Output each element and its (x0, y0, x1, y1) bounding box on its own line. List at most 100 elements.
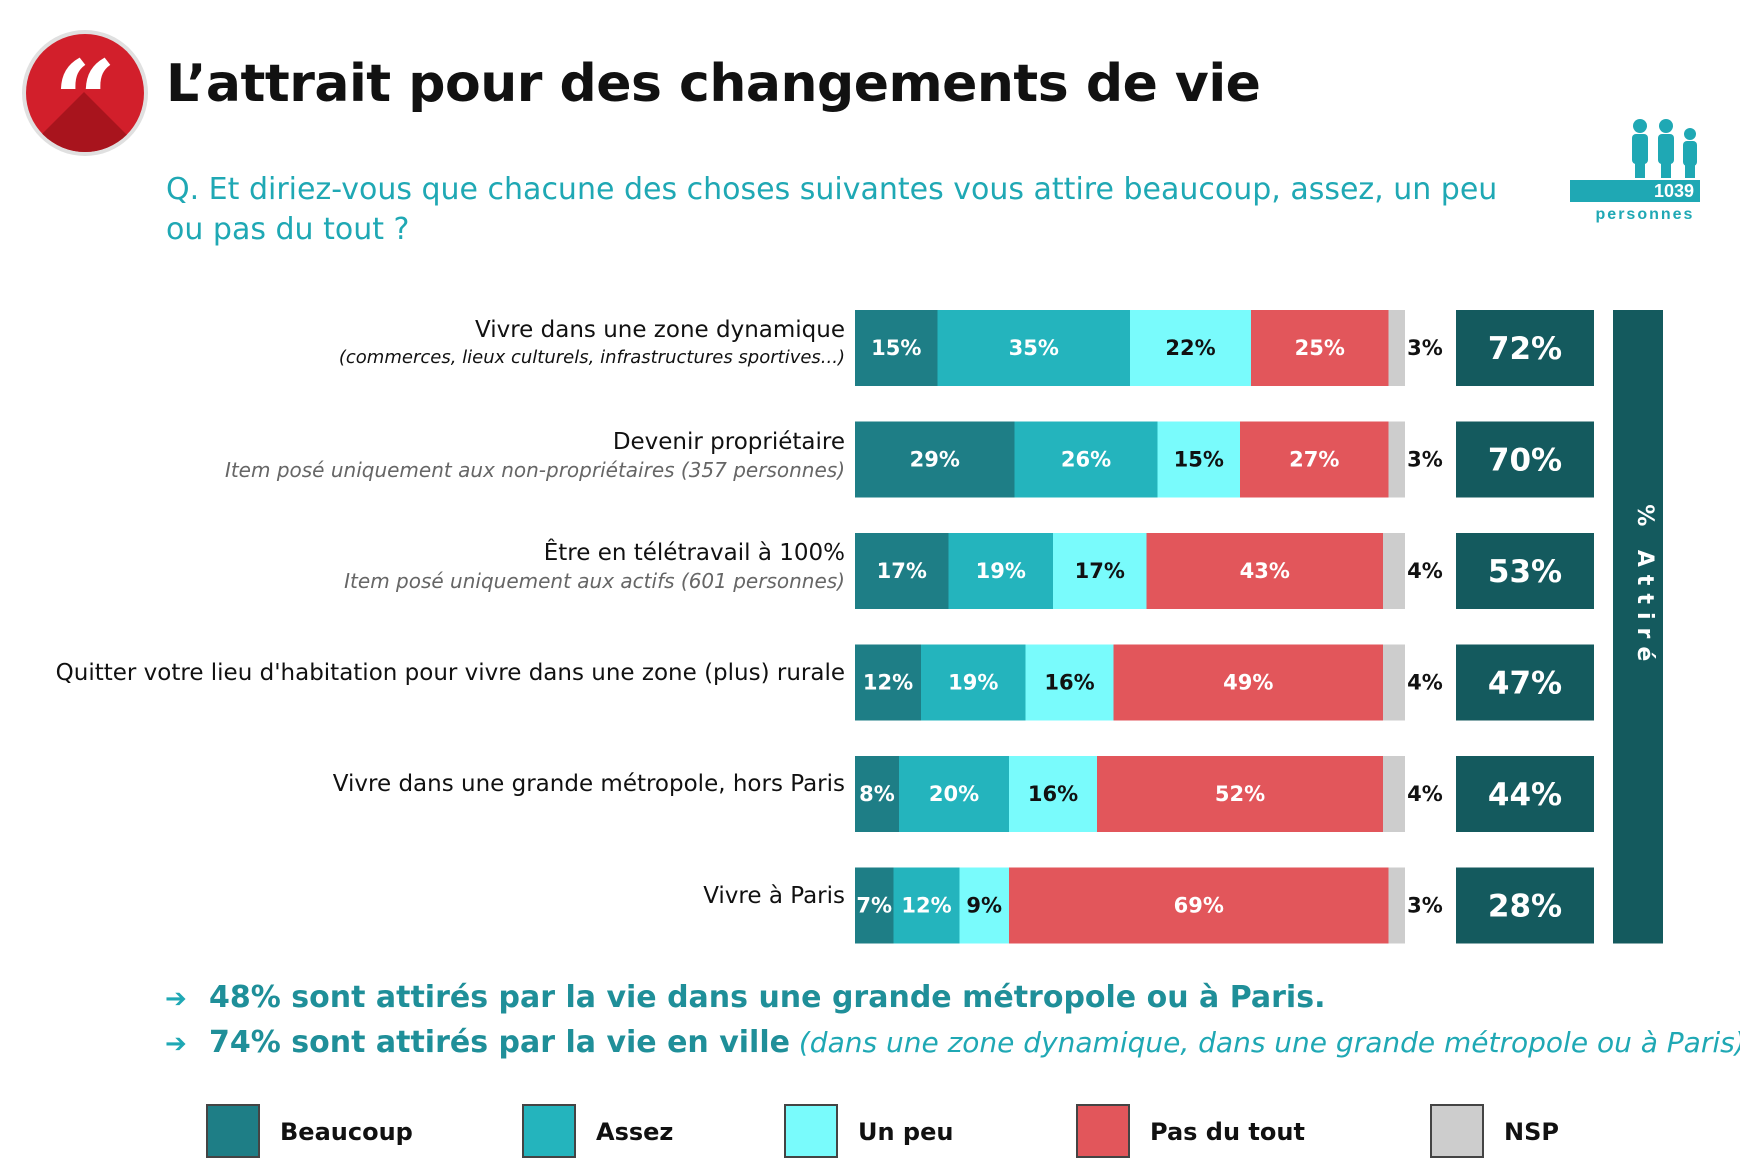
bar-segment-un-peu (1009, 756, 1097, 832)
bar-label-pas-du-tout: 52% (1215, 782, 1265, 806)
bar-label-un-peu: 15% (1174, 448, 1224, 472)
bar-label-pas-du-tout: 49% (1223, 671, 1273, 695)
bar-label-nsp: 3% (1407, 336, 1443, 360)
total-box (1456, 756, 1594, 832)
legend-label-un-peu: Un peu (858, 1118, 954, 1146)
row-label: Vivre dans une zone dynamique (commerces,… (339, 316, 845, 372)
row-label-text: Vivre dans une grande métropole, hors Pa… (332, 771, 845, 797)
bar-segment-assez (937, 310, 1130, 386)
sample-label: personnes (1595, 206, 1695, 223)
bar-label-un-peu: 22% (1165, 336, 1215, 360)
bar-segment-pas-du-tout (1009, 867, 1389, 944)
legend-swatch-nsp (1430, 1104, 1484, 1158)
bar-label-beaucoup: 8% (859, 782, 895, 806)
total-box (1456, 421, 1594, 498)
bar-label-assez: 19% (948, 671, 998, 695)
sample-count: 1039 (1653, 181, 1694, 201)
legend-swatch-assez (522, 1104, 576, 1158)
legend-label-beaucoup: Beaucoup (280, 1118, 413, 1146)
row-label-text: Quitter votre lieu d'habitation pour viv… (55, 659, 845, 686)
bar-segment-pas-du-tout (1097, 756, 1383, 832)
bar-segment-nsp (1383, 533, 1405, 609)
bar-label-nsp: 3% (1407, 894, 1443, 918)
bar-label-un-peu: 9% (966, 894, 1002, 918)
legend-label-nsp: NSP (1504, 1118, 1559, 1146)
total-label: 47% (1488, 666, 1562, 702)
row-label-note: (commerces, lieux culturels, infrastruct… (338, 347, 845, 368)
legend-label-pas-du-tout: Pas du tout (1150, 1118, 1305, 1146)
bar-segment-un-peu (1130, 310, 1251, 386)
bar-label-pas-du-tout: 69% (1174, 894, 1224, 918)
total-label: 72% (1488, 331, 1562, 367)
row-label-text: Vivre dans une zone dynamique (474, 317, 845, 343)
legend-swatch-un-peu (784, 1104, 838, 1158)
bar-segment-beaucoup (855, 756, 899, 832)
bar-label-assez: 20% (929, 782, 979, 806)
conclusion-2-bold: 74% sont attirés par la vie en ville (209, 1025, 790, 1060)
bar-segment-assez (899, 756, 1009, 832)
page-title: L’attrait pour des changements de vie (166, 54, 1261, 114)
arrow-icon: ➔ (165, 984, 187, 1014)
row-label-text: Vivre à Paris (703, 882, 845, 909)
bar-segment-beaucoup (855, 310, 938, 386)
bar-segment-beaucoup (855, 867, 894, 944)
logo: “ (22, 30, 148, 156)
conclusion-2: ➔ 74% sont attirés par la vie en ville (d… (165, 1025, 1740, 1060)
bar-segment-nsp (1388, 421, 1405, 498)
bar-segment-nsp (1388, 310, 1405, 386)
bar-label-un-peu: 16% (1044, 671, 1094, 695)
bar-label-assez: 26% (1061, 448, 1111, 472)
bar-segment-assez (1014, 421, 1158, 498)
bar-segment-assez (921, 644, 1026, 721)
bar-segment-pas-du-tout (1240, 421, 1389, 498)
bar-label-nsp: 4% (1407, 559, 1443, 583)
total-label: 28% (1488, 889, 1562, 925)
bar-segment-nsp (1388, 867, 1405, 944)
conclusion-1: ➔ 48% sont attirés par la vie dans une gr… (165, 980, 1325, 1015)
bar-label-assez: 19% (976, 559, 1026, 583)
bar-label-beaucoup: 29% (910, 448, 960, 472)
sample-size-badge: 1039 personnes (1570, 118, 1700, 228)
bar-label-beaucoup: 7% (856, 894, 892, 918)
people-icon (1632, 119, 1697, 178)
row-label: Vivre dans une grande métropole, hors Pa… (333, 770, 845, 798)
row-label-text: Être en télétravail à 100% (543, 540, 845, 566)
bar-label-pas-du-tout: 43% (1240, 559, 1290, 583)
total-box (1456, 310, 1594, 386)
bar-segment-un-peu (1025, 644, 1114, 721)
bar-segment-un-peu (1157, 421, 1240, 498)
bar-label-nsp: 4% (1407, 782, 1443, 806)
total-box (1456, 533, 1594, 609)
bar-label-pas-du-tout: 25% (1295, 336, 1345, 360)
conclusion-1-bold: 48% sont attirés par la vie dans une gra… (209, 980, 1326, 1015)
legend-swatch-pas-du-tout (1076, 1104, 1130, 1158)
conclusion-2-detail: (dans une zone dynamique, dans une grand… (789, 1026, 1740, 1059)
bar-segment-beaucoup (855, 644, 921, 721)
row-label-note: Item posé uniquement aux actifs (601 per… (344, 569, 845, 593)
bar-label-beaucoup: 17% (877, 559, 927, 583)
legend-swatch-beaucoup (206, 1104, 260, 1158)
total-label: 44% (1488, 777, 1562, 813)
total-axis-title: % Attiré (1632, 504, 1657, 669)
bar-segment-pas-du-tout (1251, 310, 1389, 386)
bar-label-un-peu: 17% (1075, 559, 1125, 583)
bar-segment-un-peu (959, 867, 1009, 944)
bar-segment-pas-du-tout (1113, 644, 1383, 721)
bar-segment-beaucoup (855, 421, 1015, 498)
bar-segment-assez (893, 867, 960, 944)
bar-segment-nsp (1383, 756, 1405, 832)
sample-count-bar: 1039 (1570, 180, 1700, 202)
total-axis-bar (1613, 310, 1663, 944)
bar-label-assez: 35% (1009, 336, 1059, 360)
total-label: 53% (1488, 554, 1562, 590)
bar-segment-un-peu (1053, 533, 1147, 609)
row-label: Vivre à Paris (703, 882, 845, 910)
row-label: Devenir propriétaire Item posé uniquement… (225, 428, 845, 484)
row-label: Être en télétravail à 100% Item posé uniq… (344, 539, 845, 595)
bar-segment-nsp (1383, 644, 1405, 721)
question-text: Q. Et diriez-vous que chacune des choses… (166, 172, 1498, 247)
arrow-icon: ➔ (165, 1029, 187, 1059)
bar-label-assez: 12% (901, 894, 951, 918)
bar-label-beaucoup: 15% (871, 336, 921, 360)
row-label-text: Devenir propriétaire (612, 428, 845, 455)
